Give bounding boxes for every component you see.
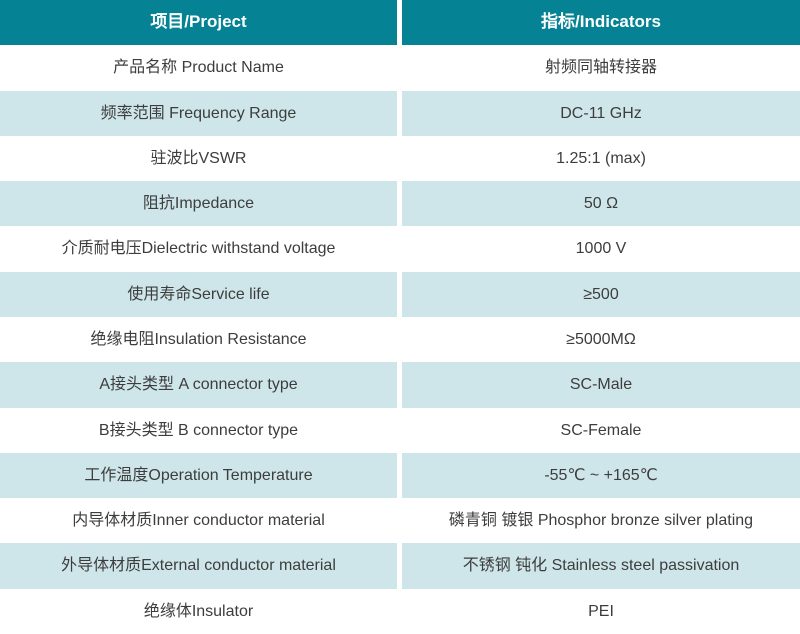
indicator-cell: 1.25:1 (max) <box>402 135 800 182</box>
project-cell: 绝缘电阻Insulation Resistance <box>0 316 397 363</box>
header-cell-indicators: 指标/Indicators <box>402 0 800 46</box>
project-cell: 内导体材质Inner conductor material <box>0 498 397 544</box>
indicator-cell: ≥500 <box>402 271 800 317</box>
header-cell-project: 项目/Project <box>0 0 397 46</box>
indicator-cell: PEI <box>402 588 800 634</box>
project-cell: 绝缘体Insulator <box>0 588 397 634</box>
table-row: 工作温度Operation Temperature -55℃ ~ +165℃ <box>0 452 800 499</box>
table-row: 阻抗Impedance 50 Ω <box>0 181 800 227</box>
table-row: 内导体材质Inner conductor material 磷青铜 镀银 Phos… <box>0 498 800 544</box>
table-row: 绝缘体Insulator PEI <box>0 588 800 634</box>
table-row: 介质耐电压Dielectric withstand voltage 1000 V <box>0 226 800 272</box>
project-cell: 介质耐电压Dielectric withstand voltage <box>0 226 397 272</box>
table-row: 频率范围 Frequency Range DC-11 GHz <box>0 90 800 136</box>
table-row: 使用寿命Service life ≥500 <box>0 271 800 317</box>
project-cell: 外导体材质External conductor material <box>0 543 397 589</box>
indicator-cell: 50 Ω <box>402 181 800 227</box>
project-cell: 频率范围 Frequency Range <box>0 90 397 136</box>
table-row: A接头类型 A connector type SC-Male <box>0 362 800 408</box>
indicator-cell: 1000 V <box>402 226 800 272</box>
indicator-cell: DC-11 GHz <box>402 90 800 136</box>
table-row: B接头类型 B connector type SC-Female <box>0 407 800 453</box>
table-row: 产品名称 Product Name 射频同轴转接器 <box>0 45 800 91</box>
project-cell: 阻抗Impedance <box>0 181 397 227</box>
project-cell: 使用寿命Service life <box>0 271 397 317</box>
table-row: 驻波比VSWR 1.25:1 (max) <box>0 135 800 182</box>
indicator-cell: SC-Male <box>402 362 800 408</box>
indicator-cell: 不锈钢 钝化 Stainless steel passivation <box>402 543 800 589</box>
indicator-cell: SC-Female <box>402 407 800 453</box>
project-cell: 产品名称 Product Name <box>0 45 397 91</box>
indicator-cell: -55℃ ~ +165℃ <box>402 452 800 499</box>
project-cell: 工作温度Operation Temperature <box>0 452 397 499</box>
indicator-cell: 射频同轴转接器 <box>402 45 800 91</box>
indicator-cell: 磷青铜 镀银 Phosphor bronze silver plating <box>402 498 800 544</box>
table-header-row: 项目/Project 指标/Indicators <box>0 0 800 46</box>
table-row: 外导体材质External conductor material 不锈钢 钝化 S… <box>0 543 800 589</box>
indicator-cell: ≥5000MΩ <box>402 316 800 363</box>
project-cell: A接头类型 A connector type <box>0 362 397 408</box>
project-cell: 驻波比VSWR <box>0 135 397 182</box>
table-row: 绝缘电阻Insulation Resistance ≥5000MΩ <box>0 316 800 363</box>
project-cell: B接头类型 B connector type <box>0 407 397 453</box>
